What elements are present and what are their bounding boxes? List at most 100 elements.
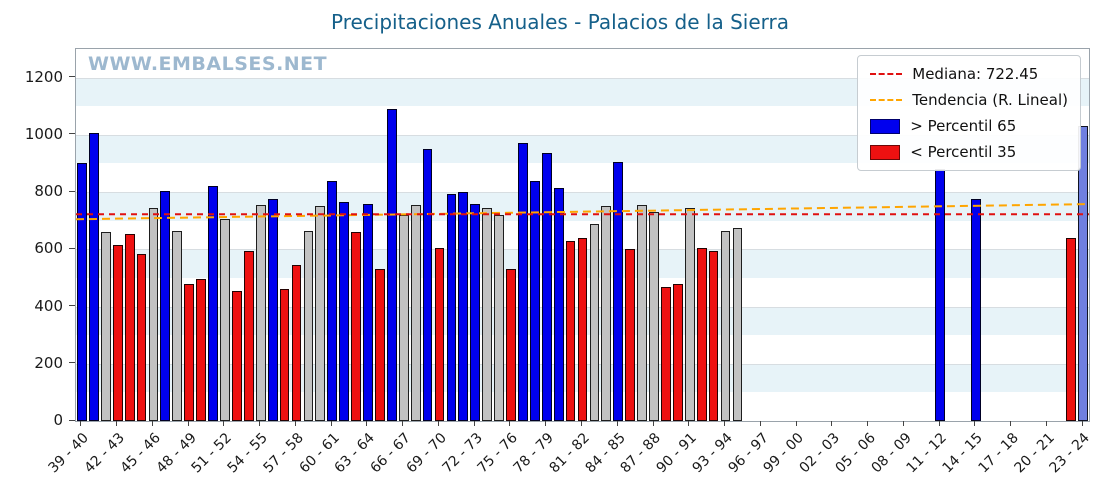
y-tick-mark: [69, 362, 75, 364]
x-tick-mark: [831, 421, 833, 426]
bar: [672, 283, 683, 421]
bar: [661, 286, 671, 421]
y-tick-label: 1000: [24, 124, 63, 143]
y-tick-mark: [69, 76, 75, 78]
gridline: [76, 192, 1089, 194]
x-tick-mark: [1081, 421, 1083, 426]
bar: [696, 247, 707, 421]
x-tick-mark: [902, 421, 904, 426]
bar: [482, 207, 493, 421]
bar: [1066, 237, 1076, 421]
x-tick-mark: [509, 421, 511, 426]
y-tick-mark: [69, 305, 75, 307]
x-tick-mark: [1010, 421, 1012, 426]
y-tick-mark: [69, 419, 75, 421]
legend-item-median: Mediana: 722.45: [870, 65, 1068, 83]
bar: [291, 265, 302, 421]
bar: [541, 153, 552, 421]
bar: [446, 193, 457, 421]
bar: [732, 227, 743, 421]
x-tick-mark: [473, 421, 475, 426]
legend-median-label: Mediana: 722.45: [912, 65, 1039, 83]
bar: [434, 247, 445, 421]
bar: [100, 232, 111, 421]
gridline: [76, 134, 1089, 136]
x-tick-mark: [330, 421, 332, 426]
bar: [1078, 126, 1088, 421]
watermark: WWW.EMBALSES.NET: [88, 53, 328, 75]
bar: [279, 289, 290, 421]
bar: [339, 202, 350, 421]
bar: [303, 230, 314, 421]
x-axis: 39 - 40 42 - 43 45 - 46 48 - 49 51 - 52 54 - …: [46, 421, 1093, 500]
y-tick-mark: [69, 247, 75, 249]
bar: [398, 214, 409, 421]
x-tick-mark: [187, 421, 189, 426]
high-percentile-swatch-icon: [870, 118, 901, 134]
y-tick-label: 1200: [24, 67, 63, 86]
bar: [470, 203, 481, 421]
gridline: [76, 77, 1089, 79]
x-tick-mark: [616, 421, 618, 426]
x-tick-mark: [724, 421, 725, 426]
bar: [625, 249, 636, 421]
bar: [88, 133, 99, 421]
median-line-icon: [870, 73, 903, 75]
bar: [518, 143, 528, 421]
bar: [684, 207, 695, 421]
bar: [386, 109, 397, 421]
chart-title: Precipitaciones Anuales - Palacios de la…: [331, 10, 789, 34]
low-percentile-swatch-icon: [870, 144, 901, 160]
bar: [506, 269, 516, 421]
bar: [708, 250, 719, 421]
bar: [375, 269, 385, 421]
x-tick-mark: [294, 421, 296, 426]
bar: [172, 230, 183, 421]
y-tick-label: 600: [34, 239, 63, 258]
bar: [589, 223, 600, 421]
bar: [970, 199, 981, 421]
legend-low-label: < Percentil 35: [910, 143, 1017, 161]
bar: [232, 290, 242, 421]
legend-trend-label: Tendencia (R. Lineal): [912, 91, 1068, 109]
x-tick-mark: [151, 421, 153, 426]
bar: [255, 204, 266, 421]
x-tick-mark: [867, 421, 869, 426]
bar: [649, 212, 659, 421]
bar: [613, 162, 624, 421]
x-tick-mark: [259, 421, 261, 426]
y-tick-label: 400: [34, 296, 63, 315]
legend: Mediana: 722.45 Tendencia (R. Lineal) > …: [857, 55, 1081, 171]
bar: [410, 204, 421, 421]
x-tick-mark: [759, 421, 761, 426]
x-tick-mark: [80, 421, 82, 426]
y-tick-label: 200: [34, 353, 63, 372]
legend-item-high: > Percentil 65: [870, 117, 1068, 135]
bar: [77, 163, 87, 421]
bar: [267, 199, 278, 421]
bar: [363, 203, 373, 421]
y-tick-label: 800: [34, 182, 63, 201]
x-tick-mark: [402, 421, 404, 426]
x-tick-mark: [795, 421, 797, 426]
y-tick-mark: [69, 190, 75, 192]
y-tick-label: 0: [53, 411, 63, 429]
y-axis: 0 200 400 600 800 1000 1200: [0, 48, 75, 429]
bar: [351, 232, 361, 421]
bar: [184, 283, 195, 421]
bar: [220, 219, 230, 421]
legend-high-label: > Percentil 65: [910, 117, 1017, 135]
x-tick-mark: [652, 421, 654, 426]
x-tick-mark: [116, 421, 118, 426]
bar: [935, 169, 945, 421]
trend-line-icon: [870, 99, 903, 101]
x-tick-mark: [974, 421, 976, 426]
x-tick-mark: [688, 421, 690, 426]
bar: [208, 186, 218, 421]
bar: [243, 250, 254, 421]
x-tick-mark: [223, 421, 225, 426]
bar: [136, 253, 147, 421]
bar: [458, 192, 469, 421]
bar: [124, 233, 135, 421]
x-tick-mark: [437, 421, 439, 426]
